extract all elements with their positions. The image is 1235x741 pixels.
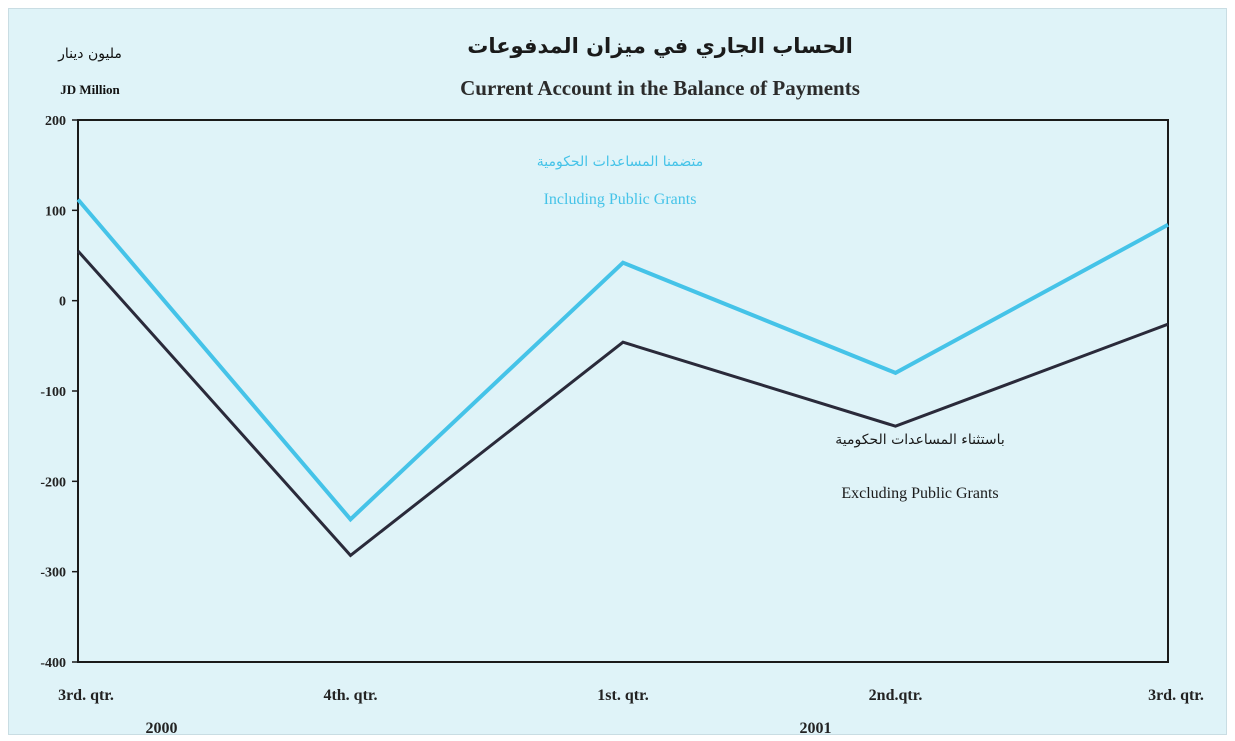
annotation-including-arabic: متضمنا المساعدات الحكومية: [537, 154, 704, 170]
series-line: [76, 198, 1169, 523]
year-label: 2000: [146, 720, 178, 737]
chart-background: [8, 8, 1227, 735]
x-tick-label: 3rd. qtr.: [1148, 687, 1204, 704]
x-tick-label: 4th. qtr.: [323, 687, 377, 704]
y-tick-label: -400: [40, 656, 66, 671]
unit-label-arabic: مليون دينار: [58, 46, 122, 62]
chart-title: Current Account in the Balance of Paymen…: [460, 76, 860, 100]
y-axis: 200 100 0 -100 -200 -300 -400: [40, 114, 78, 671]
series-line: [76, 249, 1169, 558]
year-label: 2001: [800, 720, 832, 737]
y-tick-label: -200: [40, 475, 66, 490]
x-tick-label: 2nd.qtr.: [869, 687, 923, 704]
annotations: متضمنا المساعدات الحكومية Including Publ…: [537, 154, 1005, 502]
chart-title-arabic: الحساب الجاري في ميزان المدفوعات: [467, 34, 853, 58]
series-layer: [76, 198, 1169, 558]
x-tick-label: 1st. qtr.: [597, 687, 648, 704]
y-tick-label: 0: [59, 295, 66, 310]
x-tick-label: 3rd. qtr.: [58, 687, 114, 704]
y-tick-label: -100: [40, 385, 66, 400]
y-tick-label: 200: [45, 114, 66, 129]
annotation-excluding-arabic: باستثناء المساعدات الحكومية: [835, 432, 1004, 448]
unit-label: JD Million: [60, 82, 120, 97]
y-tick-label: 100: [45, 204, 66, 219]
y-tick-label: -300: [40, 566, 66, 581]
x-axis: 3rd. qtr. 4th. qtr. 1st. qtr. 2nd.qtr. 3rd. …: [58, 687, 1204, 737]
annotation-excluding: Excluding Public Grants: [841, 485, 998, 502]
annotation-including: Including Public Grants: [544, 191, 697, 208]
